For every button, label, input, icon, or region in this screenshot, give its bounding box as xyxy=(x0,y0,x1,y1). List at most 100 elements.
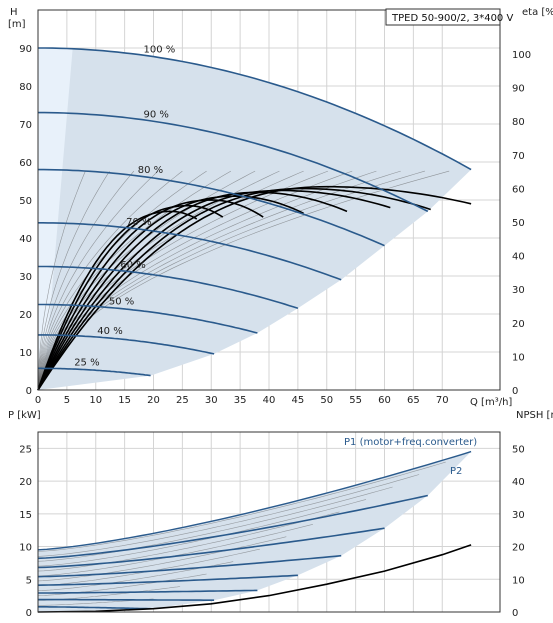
speed-curve-5 xyxy=(38,303,258,334)
bottom-y2-tick-label: 30 xyxy=(512,510,525,521)
top-y-axis-label-h: H xyxy=(10,7,18,18)
bottom-y2-tick-label: 0 xyxy=(512,608,518,619)
top-x-tick-label: 5 xyxy=(64,395,70,406)
power-curve-6 xyxy=(38,598,215,601)
power-curve-0 xyxy=(37,450,472,551)
speed-curve-label: 80 % xyxy=(138,165,163,176)
efficiency-curve-4 xyxy=(37,195,304,391)
top-y2-tick-label: 100 xyxy=(512,50,531,61)
bottom-y-tick-label: 15 xyxy=(19,510,32,521)
power-curves xyxy=(37,450,472,610)
top-tick-labels: 0 5 10 15 20 25 30 35 40 45 50 55 60 65 70 0 10 20 30 40 50 6… xyxy=(19,44,531,406)
power-curve-2 xyxy=(37,527,385,569)
bottom-thin-curve xyxy=(37,461,446,552)
p2-series-label: P2 xyxy=(450,466,462,477)
bottom-y-tick-label: 0 xyxy=(26,608,32,619)
p1-series-label: P1 (motor+freq.converter) xyxy=(344,437,477,448)
bottom-region-fill xyxy=(38,451,472,612)
top-y-tick-label: 20 xyxy=(19,310,32,321)
speed-curve-4 xyxy=(38,265,299,310)
bottom-thin-curve xyxy=(37,536,287,582)
top-thin-curve xyxy=(37,170,135,391)
speed-curve-label: 40 % xyxy=(97,326,122,337)
speed-curve-label: 100 % xyxy=(144,45,176,56)
speed-curve-label: 70 % xyxy=(126,217,151,228)
power-curve-5 xyxy=(38,589,258,594)
top-y-axis-label-unit: [m] xyxy=(8,19,26,30)
top-x-tick-label: 35 xyxy=(234,395,247,406)
bottom-tick-labels: 0 5 10 15 20 25 0 10 20 30 40 50 xyxy=(19,444,524,619)
bottom-y2-tick-label: 50 xyxy=(512,444,525,455)
top-y-tick-label: 60 xyxy=(19,158,32,169)
speed-curve-3 xyxy=(38,222,342,281)
bottom-plot-frame xyxy=(37,431,501,613)
top-thin-curve xyxy=(37,170,425,391)
top-y2-tick-label: 20 xyxy=(512,319,525,330)
bottom-y2-tick-label: 40 xyxy=(512,477,525,488)
speed-curve-2 xyxy=(38,168,385,247)
top-y-tick-label: 90 xyxy=(19,44,32,55)
top-y-tick-label: 70 xyxy=(19,120,32,131)
power-curve-3 xyxy=(37,554,342,578)
top-thin-curve xyxy=(37,170,86,391)
efficiency-curve-7 xyxy=(37,210,198,391)
npsh-curve-group xyxy=(37,544,472,613)
top-x-tick-label: 15 xyxy=(118,395,131,406)
top-x-tick-label: 65 xyxy=(407,395,420,406)
bottom-thin-curve xyxy=(37,486,393,562)
top-frame xyxy=(37,9,501,391)
top-y2-tick-label: 10 xyxy=(512,352,525,363)
top-y2-tick-label: 80 xyxy=(512,117,525,128)
top-x-tick-label: 50 xyxy=(320,395,333,406)
top-x-tick-label: 0 xyxy=(35,395,41,406)
top-thin-curve xyxy=(37,170,450,391)
top-x-tick-label: 25 xyxy=(176,395,189,406)
power-curve-7 xyxy=(38,606,151,610)
top-y2-tick-label: 40 xyxy=(512,252,525,263)
top-x-tick-label: 70 xyxy=(436,395,449,406)
bottom-y-tick-label: 10 xyxy=(19,543,32,554)
bottom-y-axis-label: P [kW] xyxy=(8,410,41,421)
efficiency-curve-2 xyxy=(37,189,391,391)
bottom-y-tick-label: 25 xyxy=(19,444,32,455)
top-y-tick-label: 0 xyxy=(26,386,32,397)
top-y-tick-label: 10 xyxy=(19,348,32,359)
top-plot-frame xyxy=(37,9,501,391)
power-curve-1 xyxy=(37,494,428,560)
speed-curve-label: 60 % xyxy=(120,260,145,271)
efficiency-curve-0 xyxy=(37,185,472,391)
top-x-tick-label: 30 xyxy=(205,395,218,406)
bottom-frame xyxy=(37,431,501,613)
top-thin-curve xyxy=(37,170,110,391)
top-x-tick-label: 60 xyxy=(378,395,391,406)
top-y-tick-label: 80 xyxy=(19,82,32,93)
speed-curve-label: 25 % xyxy=(74,358,99,369)
speed-curves xyxy=(38,47,472,377)
chart-title: TPED 50-900/2, 3*400 V xyxy=(391,13,513,24)
speed-curve-label: 50 % xyxy=(109,296,134,307)
bottom-y2-tick-label: 10 xyxy=(512,575,525,586)
bottom-thin-curve xyxy=(37,499,367,567)
bottom-y-tick-label: 20 xyxy=(19,477,32,488)
speed-curve-label: 90 % xyxy=(144,109,169,120)
chart-title-box xyxy=(385,8,501,26)
top-region-fill xyxy=(38,48,472,390)
bottom-y2-tick-label: 20 xyxy=(512,543,525,554)
top-x-axis-label: Q [m³/h] xyxy=(470,397,512,408)
top-y2-tick-label: 50 xyxy=(512,218,525,229)
speed-curve-1 xyxy=(38,111,429,213)
bottom-thin-curve xyxy=(37,511,340,572)
top-y2-tick-label: 90 xyxy=(512,84,525,95)
speed-curve-6 xyxy=(38,334,215,355)
top-x-tick-label: 20 xyxy=(147,395,160,406)
top-y2-tick-label: 0 xyxy=(512,386,518,397)
top-y-tick-label: 30 xyxy=(19,272,32,283)
npsh-curve xyxy=(37,544,472,613)
power-curve-4 xyxy=(37,574,298,586)
top-y-tick-label: 40 xyxy=(19,234,32,245)
top-x-tick-label: 55 xyxy=(349,395,362,406)
efficiency-curve-1 xyxy=(37,187,431,391)
top-y2-axis-label: eta [%] xyxy=(522,7,553,18)
top-y2-tick-label: 70 xyxy=(512,151,525,162)
